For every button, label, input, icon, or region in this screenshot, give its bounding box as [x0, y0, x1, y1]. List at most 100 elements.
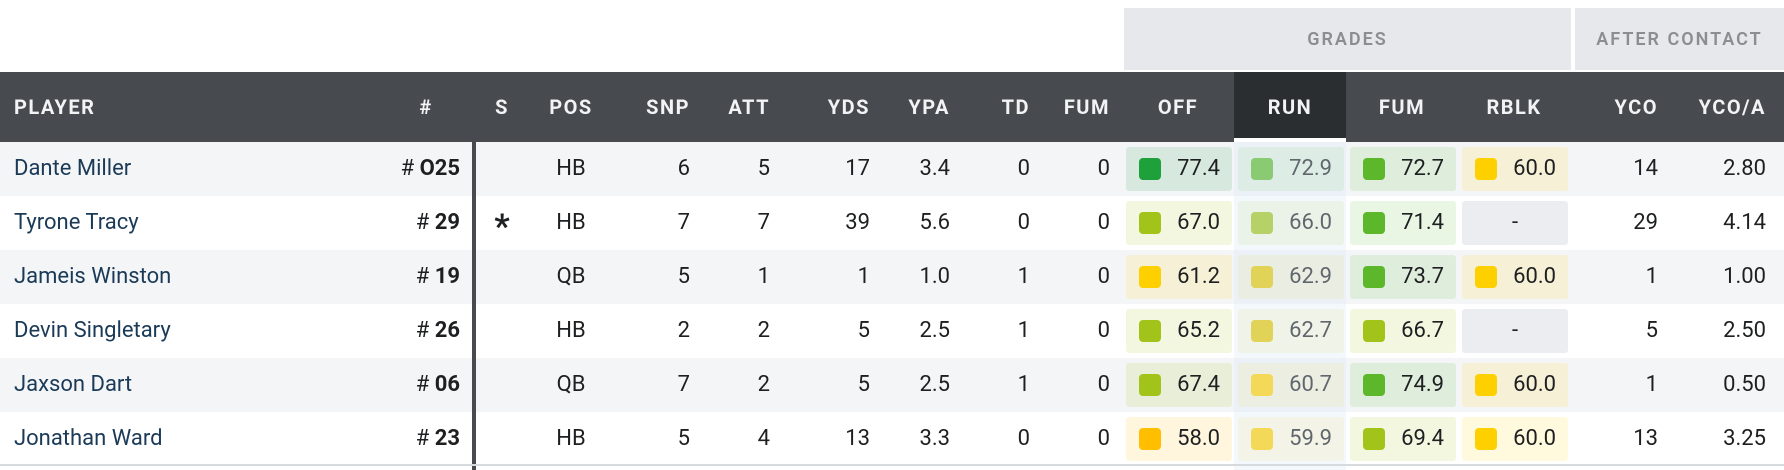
grade-color-swatch: [1251, 158, 1273, 180]
grade-value: 71.4: [1401, 210, 1444, 235]
col-header-fum[interactable]: FUM: [1063, 95, 1110, 119]
yds-cell: 1: [857, 264, 870, 289]
player-name-link[interactable]: Jaxson Dart: [14, 372, 133, 397]
grade-value: 69.4: [1401, 426, 1444, 451]
att-cell: 1: [757, 264, 770, 289]
yco-cell: 14: [1633, 156, 1658, 181]
col-header-rblk[interactable]: RBLK: [1486, 95, 1542, 119]
col-header-att[interactable]: ATT: [728, 95, 770, 119]
fum-cell: 0: [1097, 426, 1110, 451]
grade-color-swatch: [1139, 428, 1161, 450]
fum-cell: 0: [1097, 156, 1110, 181]
td-cell: 1: [1017, 264, 1030, 289]
jersey-number-prefix: #: [415, 372, 435, 397]
fum-grade: 74.9: [1350, 363, 1456, 407]
snp-cell: 2: [677, 318, 690, 343]
ypa-cell: 3.4: [919, 156, 950, 181]
jersey-number-prefix: #: [415, 426, 435, 451]
yds-cell: 5: [857, 372, 870, 397]
rblk-grade: 60.0: [1462, 363, 1568, 407]
table-row[interactable]: Jonathan Ward # 23 HB 5 4 13 3.3 0 0 13 3.25 58.0 59…: [0, 412, 1784, 466]
player-name-link[interactable]: Jonathan Ward: [14, 426, 163, 451]
yco-a-cell: 2.80: [1723, 156, 1766, 181]
col-header-player[interactable]: PLAYER: [14, 95, 96, 119]
jersey-number: # 06: [340, 358, 460, 412]
grade-value: -: [1511, 210, 1519, 235]
yco-a-cell: 1.00: [1723, 264, 1766, 289]
col-header-yco[interactable]: YCO: [1614, 95, 1658, 119]
off-grade: 77.4: [1126, 147, 1232, 191]
shortlist-mark: [482, 250, 522, 304]
group-header-grades: GRADES: [1124, 8, 1571, 70]
ypa-cell: 1.0: [919, 264, 950, 289]
col-header-run[interactable]: RUN: [1234, 72, 1346, 142]
ypa-cell: 5.6: [919, 210, 950, 235]
fum-grade: 71.4: [1350, 201, 1456, 245]
shortlist-mark: [482, 412, 522, 466]
fum-grade: 69.4: [1350, 417, 1456, 461]
col-header-number[interactable]: #: [419, 95, 433, 119]
jersey-number: # 26: [340, 304, 460, 358]
table-row[interactable]: Dante Miller # O25 HB 6 5 17 3.4 0 0 14 2.80 77.4 72…: [0, 142, 1784, 196]
rblk-grade: -: [1462, 309, 1568, 353]
grade-value: 74.9: [1401, 372, 1444, 397]
col-header-yco-a[interactable]: YCO/A: [1698, 95, 1766, 119]
grade-value: 62.7: [1289, 318, 1332, 343]
yco-cell: 5: [1645, 318, 1658, 343]
jersey-number-value: 23: [434, 426, 460, 451]
jersey-number-value: 19: [434, 264, 460, 289]
player-name-link[interactable]: Tyrone Tracy: [14, 210, 139, 235]
col-header-off[interactable]: OFF: [1157, 95, 1199, 119]
yco-cell: 13: [1633, 426, 1658, 451]
col-header-td[interactable]: TD: [1001, 95, 1030, 119]
snp-cell: 5: [677, 264, 690, 289]
position-cell: HB: [556, 210, 586, 235]
yds-cell: 39: [845, 210, 870, 235]
yco-a-cell: 2.50: [1723, 318, 1766, 343]
grade-color-swatch: [1363, 320, 1385, 342]
player-name-link[interactable]: Devin Singletary: [14, 318, 171, 343]
jersey-number-prefix: #: [415, 318, 435, 343]
grade-color-swatch: [1251, 374, 1273, 396]
col-header-ypa[interactable]: YPA: [908, 95, 950, 119]
grade-value: 65.2: [1177, 318, 1220, 343]
run-grade: 60.7: [1238, 363, 1344, 407]
grade-value: 73.7: [1401, 264, 1444, 289]
rblk-grade: -: [1462, 201, 1568, 245]
grade-color-swatch: [1251, 266, 1273, 288]
grade-color-swatch: [1363, 158, 1385, 180]
yco-a-cell: 4.14: [1723, 210, 1766, 235]
yco-a-cell: 0.50: [1723, 372, 1766, 397]
col-header-fum-grade[interactable]: FUM: [1378, 95, 1426, 119]
rblk-grade: 60.0: [1462, 417, 1568, 461]
player-name-link[interactable]: Dante Miller: [14, 156, 132, 181]
table-row[interactable]: Jaxson Dart # 06 QB 7 2 5 2.5 1 0 1 0.50 67.4 60.7 74…: [0, 358, 1784, 412]
snp-cell: 7: [677, 210, 690, 235]
table-row[interactable]: Jameis Winston # 19 QB 5 1 1 1.0 1 0 1 1.00 61.2 62.…: [0, 250, 1784, 304]
col-header-snp[interactable]: SNP: [646, 95, 690, 119]
position-cell: QB: [556, 372, 586, 397]
fum-cell: 0: [1097, 318, 1110, 343]
fum-cell: 0: [1097, 372, 1110, 397]
grade-value: -: [1511, 318, 1519, 343]
run-grade: 72.9: [1238, 147, 1344, 191]
table-row[interactable]: Tyrone Tracy # 29 * HB 7 7 39 5.6 0 0 29 4.14 67.0 66…: [0, 196, 1784, 250]
td-cell: 1: [1017, 318, 1030, 343]
col-header-s[interactable]: S: [495, 95, 509, 119]
grade-color-swatch: [1475, 374, 1497, 396]
position-cell: HB: [556, 156, 586, 181]
col-header-pos[interactable]: POS: [549, 95, 593, 119]
table-row[interactable]: Devin Singletary # 26 HB 2 2 5 2.5 1 0 5 2.50 65.2 6…: [0, 304, 1784, 358]
col-header-yds[interactable]: YDS: [827, 95, 870, 119]
grade-color-swatch: [1475, 266, 1497, 288]
player-name-link[interactable]: Jameis Winston: [14, 264, 172, 289]
grade-value: 66.7: [1401, 318, 1444, 343]
jersey-number-value: 26: [434, 318, 460, 343]
grade-value: 61.2: [1177, 264, 1220, 289]
shortlist-mark: [482, 304, 522, 358]
ypa-cell: 3.3: [919, 426, 950, 451]
grade-value: 60.0: [1513, 426, 1556, 451]
shortlist-mark: *: [494, 207, 510, 247]
grade-value: 67.0: [1177, 210, 1220, 235]
grade-value: 58.0: [1177, 426, 1220, 451]
